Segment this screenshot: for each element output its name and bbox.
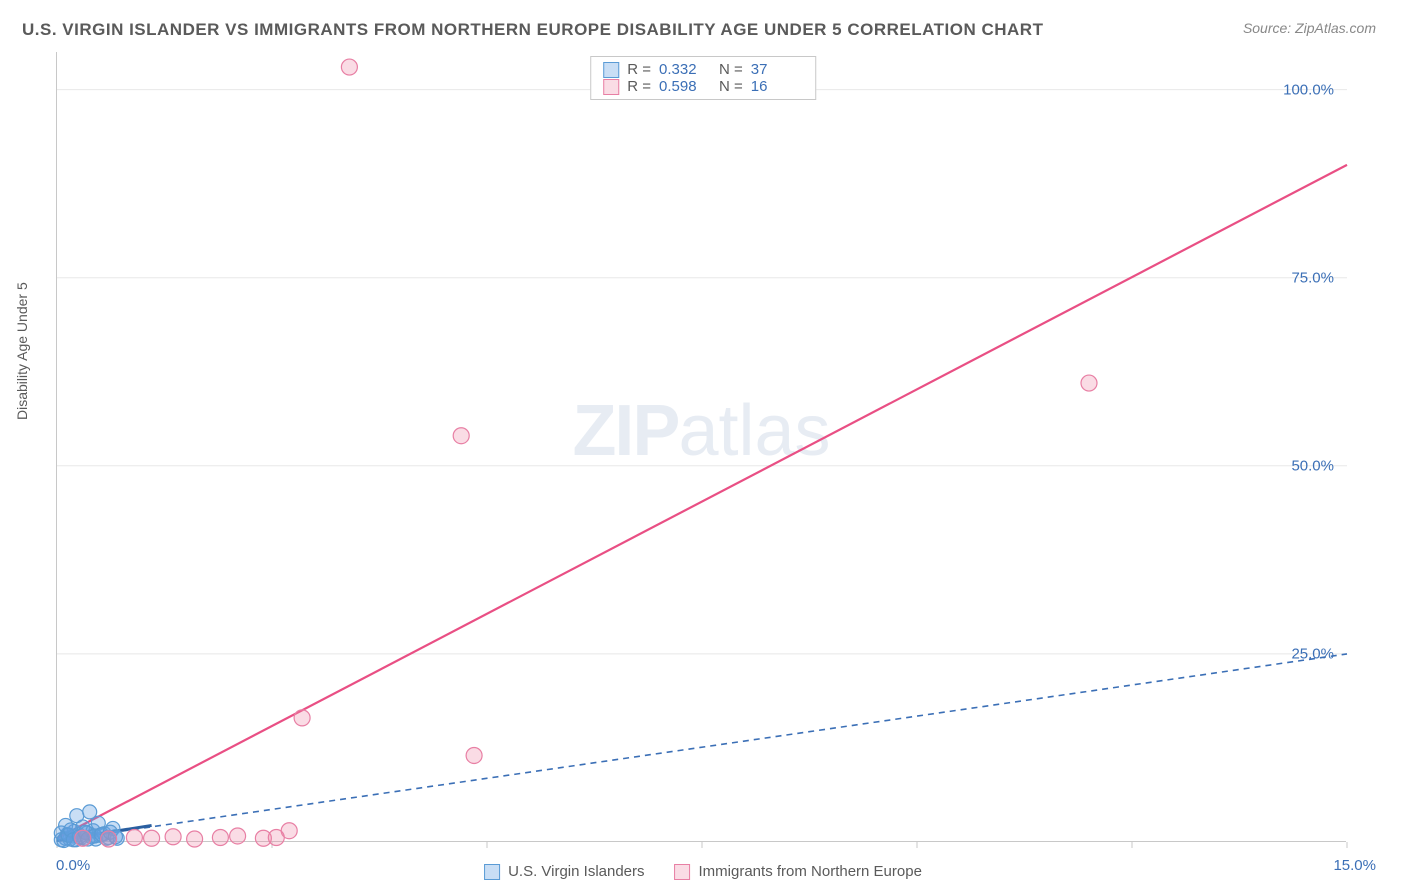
r-label-1: R = (627, 61, 651, 78)
swatch-series2 (603, 79, 619, 95)
stats-legend-box: R = 0.332 N = 37 R = 0.598 N = 16 (590, 56, 816, 100)
r-label-2: R = (627, 78, 651, 95)
stats-row-1: R = 0.332 N = 37 (603, 61, 803, 78)
x-axis-min-label: 0.0% (56, 857, 90, 874)
legend-swatch-1 (484, 864, 500, 880)
plot-svg (57, 52, 1347, 842)
legend-label-1: U.S. Virgin Islanders (508, 863, 644, 880)
n-label-2: N = (719, 78, 743, 95)
stats-row-2: R = 0.598 N = 16 (603, 78, 803, 95)
x-axis-max-label: 15.0% (1333, 857, 1376, 874)
legend-label-2: Immigrants from Northern Europe (699, 863, 922, 880)
y-tick-label: 100.0% (1283, 81, 1334, 98)
n-label-1: N = (719, 61, 743, 78)
n-value-2: 16 (751, 78, 803, 95)
y-tick-label: 50.0% (1291, 457, 1334, 474)
swatch-series1 (603, 62, 619, 78)
n-value-1: 37 (751, 61, 803, 78)
chart-plot-area: ZIPatlas 25.0%50.0%75.0%100.0% (56, 52, 1346, 842)
legend-swatch-2 (675, 864, 691, 880)
y-tick-label: 75.0% (1291, 269, 1334, 286)
chart-title: U.S. VIRGIN ISLANDER VS IMMIGRANTS FROM … (22, 20, 1043, 40)
y-tick-label: 25.0% (1291, 645, 1334, 662)
r-value-1: 0.332 (659, 61, 711, 78)
y-axis-label: Disability Age Under 5 (14, 282, 30, 420)
r-value-2: 0.598 (659, 78, 711, 95)
source-label: Source: ZipAtlas.com (1243, 20, 1376, 36)
bottom-legend: U.S. Virgin Islanders Immigrants from No… (484, 863, 922, 880)
legend-item-2: Immigrants from Northern Europe (675, 863, 922, 880)
legend-item-1: U.S. Virgin Islanders (484, 863, 644, 880)
